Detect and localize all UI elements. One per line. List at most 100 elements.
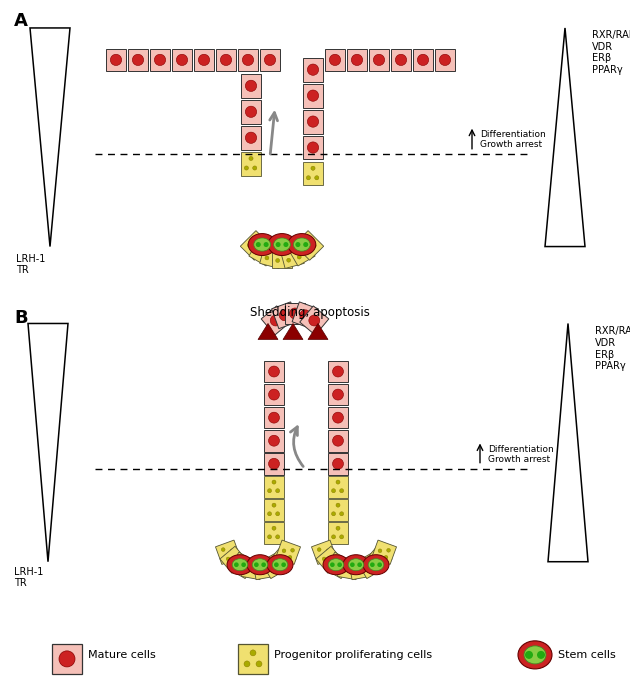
Circle shape (272, 249, 275, 252)
Bar (346, 49, 367, 71)
Bar (264, 476, 284, 498)
Circle shape (320, 555, 324, 559)
Ellipse shape (323, 554, 349, 574)
Circle shape (307, 142, 319, 153)
Circle shape (311, 166, 315, 170)
Bar (264, 361, 284, 383)
Circle shape (241, 563, 246, 567)
Bar (328, 499, 348, 520)
Text: LRH-1
TR: LRH-1 TR (16, 254, 45, 275)
Bar (264, 430, 284, 452)
Bar (328, 522, 348, 544)
Circle shape (366, 560, 370, 563)
Ellipse shape (267, 554, 293, 574)
Polygon shape (308, 324, 328, 340)
Circle shape (336, 526, 340, 530)
Circle shape (220, 54, 232, 66)
Circle shape (270, 569, 274, 572)
Circle shape (270, 560, 273, 563)
Bar (302, 161, 323, 186)
Text: B: B (14, 310, 28, 328)
Bar (369, 49, 389, 71)
Circle shape (261, 563, 266, 567)
Circle shape (198, 54, 210, 66)
Circle shape (270, 315, 281, 326)
Circle shape (281, 563, 285, 567)
Circle shape (374, 54, 385, 66)
Bar (264, 407, 284, 428)
Bar (215, 49, 236, 71)
Circle shape (303, 242, 308, 247)
Bar (287, 237, 315, 266)
Circle shape (254, 563, 259, 567)
Circle shape (330, 563, 335, 567)
Circle shape (226, 557, 230, 561)
Ellipse shape (252, 559, 268, 571)
Circle shape (374, 555, 377, 559)
Circle shape (307, 64, 319, 76)
Circle shape (245, 132, 256, 143)
Circle shape (314, 176, 319, 180)
Circle shape (366, 569, 370, 572)
Circle shape (268, 389, 280, 400)
Circle shape (331, 565, 335, 568)
Circle shape (336, 503, 340, 507)
Circle shape (277, 555, 281, 559)
Circle shape (331, 555, 335, 559)
Bar (311, 540, 336, 564)
Bar (276, 540, 301, 564)
Circle shape (290, 308, 301, 319)
Ellipse shape (247, 554, 273, 574)
Circle shape (294, 256, 298, 260)
Bar (324, 49, 345, 71)
Circle shape (387, 548, 391, 552)
Circle shape (275, 489, 280, 493)
Circle shape (244, 661, 250, 667)
Bar (435, 49, 455, 71)
Bar (253, 557, 275, 579)
Circle shape (350, 563, 355, 567)
Bar (357, 552, 383, 579)
Circle shape (268, 511, 272, 516)
Circle shape (304, 240, 307, 244)
Circle shape (230, 549, 234, 552)
Circle shape (277, 565, 280, 569)
Circle shape (273, 258, 277, 262)
Ellipse shape (288, 234, 316, 256)
Circle shape (59, 651, 75, 667)
Circle shape (337, 568, 341, 572)
Circle shape (295, 242, 301, 247)
Bar (302, 84, 323, 107)
Bar (269, 546, 296, 573)
Circle shape (249, 157, 253, 161)
Circle shape (272, 480, 276, 484)
Circle shape (318, 547, 321, 552)
Circle shape (307, 116, 319, 128)
Circle shape (525, 651, 533, 659)
Circle shape (307, 249, 311, 253)
Bar (220, 546, 247, 573)
Circle shape (234, 563, 239, 567)
Bar (261, 552, 287, 579)
Circle shape (297, 245, 301, 249)
Circle shape (323, 557, 326, 561)
Circle shape (331, 535, 336, 539)
Ellipse shape (227, 554, 253, 574)
Bar (328, 384, 348, 405)
Circle shape (247, 243, 251, 247)
Circle shape (245, 106, 256, 117)
Circle shape (378, 549, 382, 552)
Bar (328, 430, 348, 452)
Circle shape (235, 565, 239, 568)
Bar (280, 242, 304, 268)
Bar (238, 49, 258, 71)
Circle shape (342, 569, 346, 573)
Ellipse shape (254, 238, 271, 251)
Circle shape (354, 570, 358, 574)
Circle shape (263, 245, 267, 249)
Circle shape (396, 54, 406, 66)
Circle shape (384, 556, 388, 559)
Circle shape (256, 242, 261, 247)
Polygon shape (28, 324, 68, 562)
Ellipse shape (294, 238, 310, 251)
